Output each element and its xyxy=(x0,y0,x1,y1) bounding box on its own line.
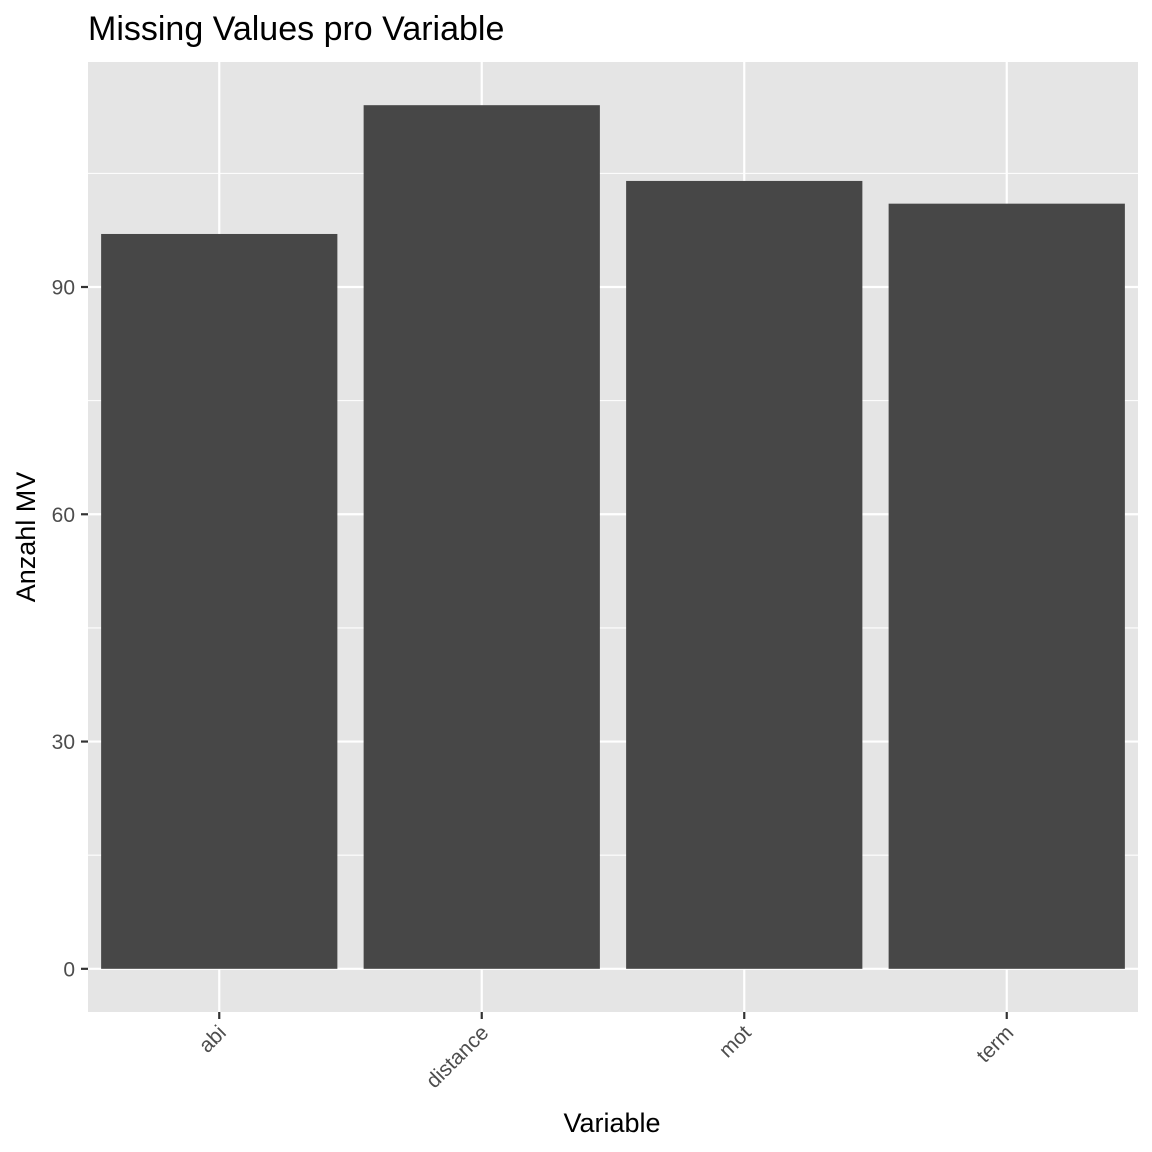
bars xyxy=(101,105,1125,969)
bar-abi xyxy=(101,233,338,969)
bar-mot xyxy=(626,180,863,969)
bar-distance xyxy=(363,105,600,969)
chart-title: Missing Values pro Variable xyxy=(88,10,504,48)
y-tick-label: 0 xyxy=(63,958,75,981)
y-axis-title: Anzahl MV xyxy=(11,472,41,603)
y-tick-label: 90 xyxy=(52,277,75,300)
y-tick-label: 30 xyxy=(52,731,75,754)
y-tick-label: 60 xyxy=(52,504,75,527)
x-axis-title: Variable xyxy=(563,1108,660,1138)
bar-term xyxy=(888,203,1125,969)
y-axis: 0 30 60 90 xyxy=(52,277,88,981)
